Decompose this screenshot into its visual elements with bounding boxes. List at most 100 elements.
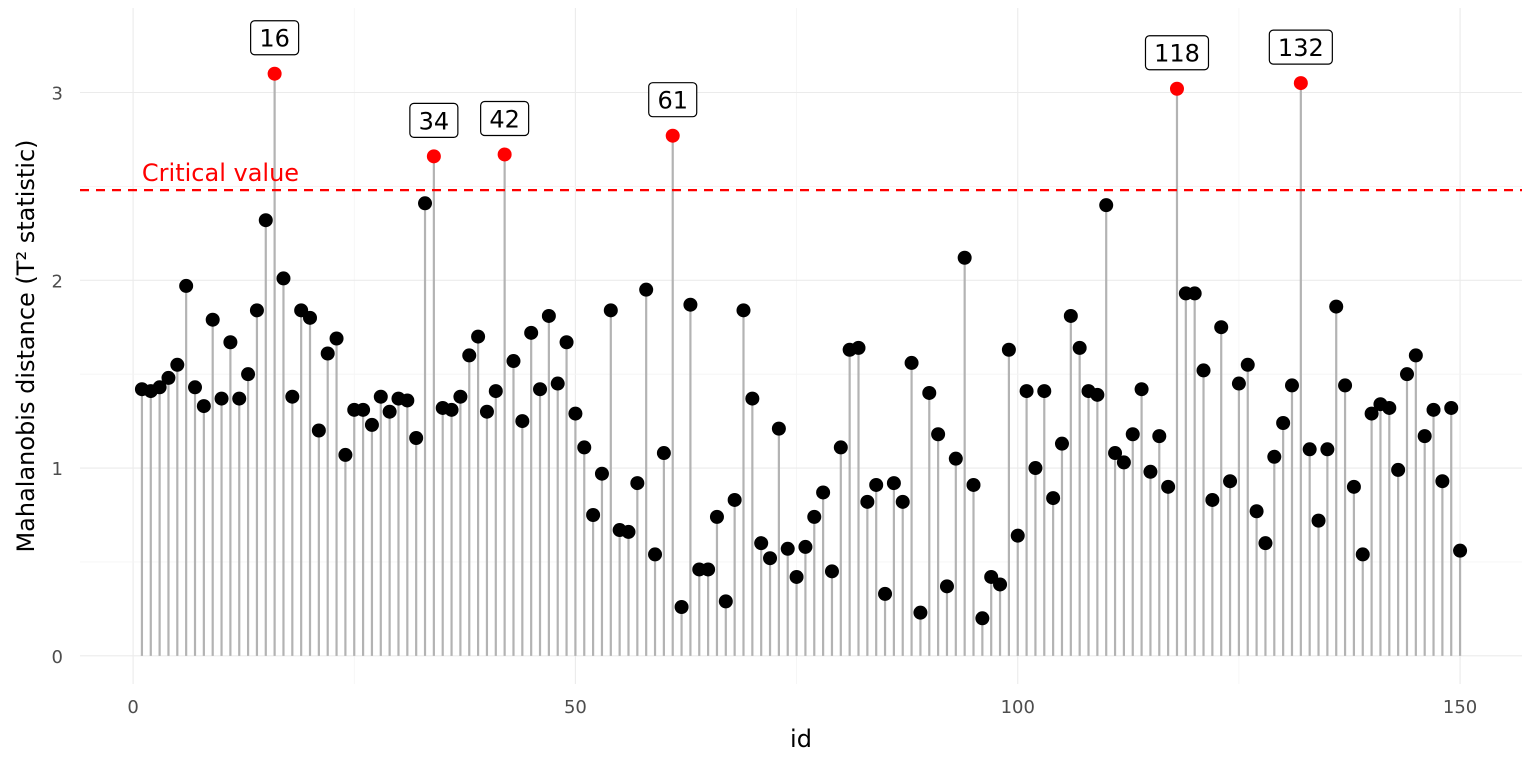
data-point — [179, 278, 194, 293]
data-point — [1453, 543, 1468, 558]
outlier-label-text: 61 — [657, 87, 688, 115]
data-point — [1090, 387, 1105, 402]
data-point — [771, 421, 786, 436]
data-point — [1320, 442, 1335, 457]
data-point — [170, 357, 185, 372]
data-point — [1382, 400, 1397, 415]
data-point — [1444, 400, 1459, 415]
data-point — [285, 389, 300, 404]
data-point — [701, 562, 716, 577]
outlier-label: 61 — [648, 82, 698, 118]
outlier-label: 16 — [250, 20, 300, 56]
data-point — [966, 477, 981, 492]
data-point — [568, 406, 583, 421]
data-point — [1196, 363, 1211, 378]
outlier-point — [497, 147, 512, 162]
data-point — [161, 370, 176, 385]
outlier-point — [1169, 81, 1184, 96]
data-point — [594, 466, 609, 481]
data-point — [188, 380, 203, 395]
x-tick-label: 150 — [1443, 697, 1477, 718]
outlier-point — [426, 149, 441, 164]
data-point — [1214, 320, 1229, 335]
outlier-labels: 16 34 42 61 118 132 — [250, 20, 1333, 138]
data-point — [249, 303, 264, 318]
x-tick-label: 100 — [1001, 697, 1035, 718]
data-point — [851, 340, 866, 355]
stems — [140, 73, 1462, 656]
data-point — [1399, 367, 1414, 382]
data-point — [1205, 492, 1220, 507]
data-point — [1364, 406, 1379, 421]
data-point — [656, 446, 671, 461]
data-point — [807, 509, 822, 524]
data-point — [303, 310, 318, 325]
data-point — [824, 564, 839, 579]
data-point — [1152, 429, 1167, 444]
data-point — [1276, 415, 1291, 430]
outlier-label: 132 — [1268, 29, 1333, 65]
outlier-label-box — [480, 100, 530, 137]
data-point — [223, 335, 238, 350]
y-tick-label: 3 — [52, 84, 63, 105]
critical-value-label: Critical value — [142, 159, 299, 187]
data-point — [709, 509, 724, 524]
data-point — [1046, 491, 1061, 506]
data-point — [586, 508, 601, 522]
data-point — [1134, 382, 1149, 397]
data-point — [1417, 429, 1432, 444]
outlier-label: 118 — [1144, 35, 1210, 71]
x-tick-label: 50 — [564, 697, 587, 718]
data-point — [895, 494, 910, 509]
data-point — [276, 271, 291, 286]
data-point — [258, 213, 273, 228]
data-point — [639, 282, 654, 297]
data-point — [674, 600, 689, 615]
outlier-label-box — [648, 82, 698, 118]
data-point — [860, 494, 875, 509]
grid — [80, 8, 1522, 684]
outlier-label-box — [250, 20, 300, 56]
data-point — [541, 308, 556, 323]
data-point — [1391, 462, 1406, 477]
data-point — [1346, 479, 1361, 494]
data-point — [1355, 547, 1370, 562]
data-point — [232, 391, 247, 406]
data-point — [1187, 286, 1202, 301]
outlier-label-box — [1144, 35, 1210, 71]
data-point — [763, 551, 778, 566]
data-point — [471, 329, 486, 344]
data-point — [1408, 348, 1423, 363]
data-point — [621, 524, 636, 539]
data-point — [329, 331, 344, 346]
data-point — [356, 402, 371, 417]
outlier-label: 42 — [480, 100, 530, 137]
data-point — [754, 536, 769, 551]
data-point — [1231, 376, 1246, 391]
data-point — [789, 569, 804, 584]
data-point — [1311, 513, 1326, 528]
data-point — [1426, 402, 1441, 417]
data-point — [1435, 474, 1450, 489]
data-point — [1116, 455, 1131, 470]
data-point — [524, 325, 539, 340]
data-point — [400, 393, 415, 408]
y-axis-title: Mahalanobis distance (T² statistic) — [12, 139, 40, 552]
y-tick-label: 2 — [52, 271, 63, 292]
data-point — [418, 196, 433, 211]
data-point — [718, 594, 733, 609]
data-point — [878, 586, 893, 601]
data-point — [1108, 446, 1123, 461]
data-point — [409, 431, 424, 446]
data-point — [196, 399, 211, 414]
data-point — [727, 492, 742, 507]
data-point — [320, 346, 335, 361]
y-axis-ticks: 0 1 2 3 — [52, 84, 63, 668]
data-point — [577, 440, 592, 455]
data-point — [1249, 504, 1264, 519]
outlier-label-text: 34 — [419, 107, 450, 135]
x-axis-ticks: 0 50 100 150 — [127, 697, 1477, 718]
data-point — [869, 477, 884, 492]
data-point — [373, 389, 388, 404]
outlier-point — [665, 128, 680, 143]
